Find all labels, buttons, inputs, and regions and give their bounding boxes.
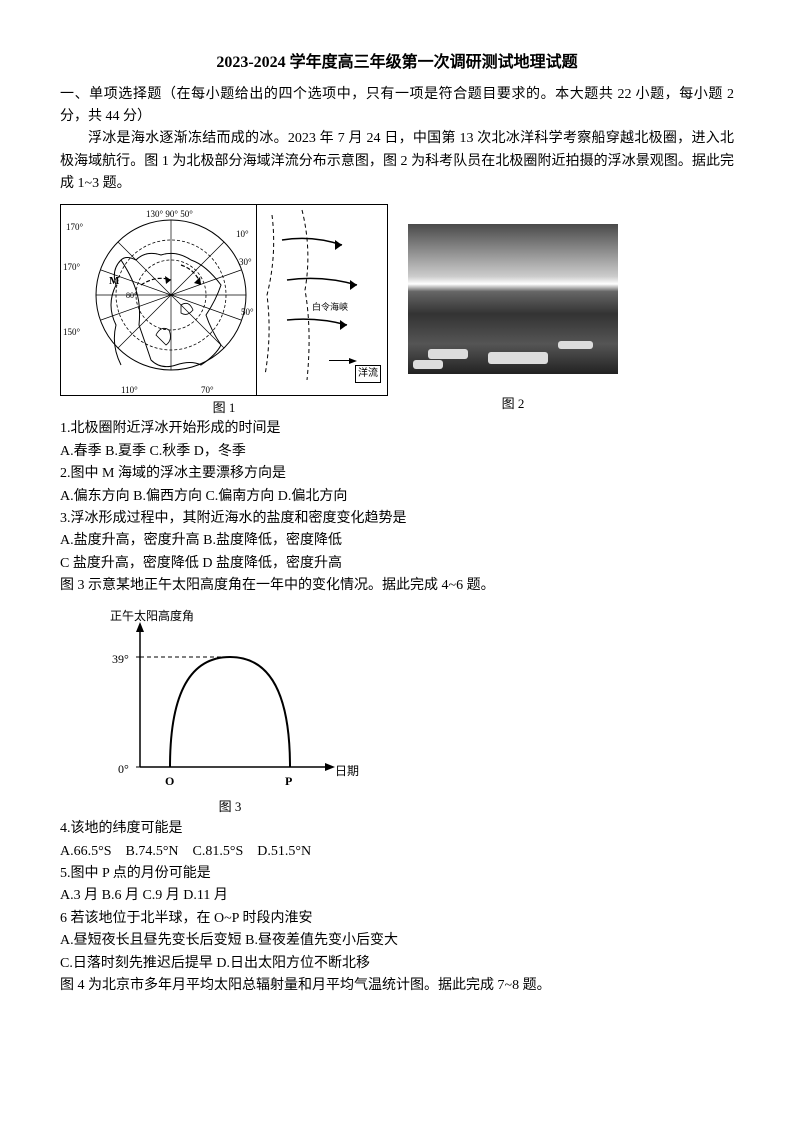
fig3-label: 图 3: [100, 797, 360, 818]
sun-angle-chart: 正午太阳高度角 39° 0° O P 日期: [100, 607, 360, 797]
legend-arrow-head: [349, 358, 357, 364]
current-diagram: 白令海峡 洋流: [256, 204, 388, 396]
passage-2: 图 3 示意某地正午太阳高度角在一年中的变化情况。据此完成 4~6 题。: [60, 575, 734, 597]
lon-170a: 170°: [66, 220, 83, 234]
q4-opts: A.66.5°S B.74.5°N C.81.5°S D.51.5°N: [60, 841, 734, 863]
ytick-0: 0°: [118, 760, 129, 779]
legend-arrow-line: [329, 360, 349, 362]
xtick-p: P: [285, 772, 292, 791]
q2-opts: A.偏东方向 B.偏西方向 C.偏南方向 D.偏北方向: [60, 486, 734, 508]
lat-50: 50°: [241, 305, 254, 319]
q4: 4.该地的纬度可能是: [60, 818, 734, 840]
lat-10: 10°: [236, 227, 249, 241]
xtick-o: O: [165, 772, 174, 791]
page-title: 2023-2024 学年度高三年级第一次调研测试地理试题: [60, 50, 734, 76]
lon-label-top: 130° 90° 50°: [146, 207, 193, 221]
q3-opts-a: A.盐度升高，密度升高 B.盐度降低，密度降低: [60, 530, 734, 552]
section-header: 一、单项选择题（在每小题给出的四个选项中，只有一项是符合题目要求的。本大题共 2…: [60, 84, 734, 129]
lon-150: 150°: [63, 325, 80, 339]
lat-30: 30°: [239, 255, 252, 269]
passage-3: 图 4 为北京市多年月平均太阳总辐射量和月平均气温统计图。据此完成 7~8 题。: [60, 975, 734, 997]
fig1-label: 图 1: [213, 398, 236, 419]
q6-opts-b: C.日落时刻先推迟后提早 D.日出太阳方位不断北移: [60, 953, 734, 975]
passage-1: 浮冰是海水逐渐冻结而成的冰。2023 年 7 月 24 日，中国第 13 次北冰…: [60, 128, 734, 195]
q2: 2.图中 M 海域的浮冰主要漂移方向是: [60, 463, 734, 485]
q5: 5.图中 P 点的月份可能是: [60, 863, 734, 885]
current-legend: 洋流: [355, 365, 381, 383]
q1-opts: A.春季 B.夏季 C.秋季 D，冬季: [60, 441, 734, 463]
figure-2-block: 图 2: [408, 204, 618, 415]
q6: 6 若该地位于北半球，在 O~P 时段内淮安: [60, 908, 734, 930]
q1: 1.北极圈附近浮冰开始形成的时间是: [60, 418, 734, 440]
q3-opts-b: C 盐度升高，密度降低 D 盐度降低，密度升高: [60, 553, 734, 575]
sea-label: 白令海峡: [312, 300, 348, 314]
figures-row-1: 130° 90° 50° 170° 170° 150° 110° 70° 10°…: [60, 204, 734, 419]
chart-ylabel: 正午太阳高度角: [110, 607, 194, 626]
chart-xlabel: 日期: [335, 762, 359, 781]
lon-110: 110°: [121, 383, 138, 397]
lon-170b: 170°: [63, 260, 80, 274]
ice-photo: [408, 224, 618, 374]
ytick-39: 39°: [112, 650, 129, 669]
lon-70: 70°: [201, 383, 214, 397]
q3: 3.浮冰形成过程中，其附近海水的盐度和密度变化趋势是: [60, 508, 734, 530]
fig2-label: 图 2: [502, 394, 525, 415]
arctic-map: 130° 90° 50° 170° 170° 150° 110° 70° 10°…: [60, 204, 257, 396]
m-label: M: [109, 273, 119, 291]
figure-1-block: 130° 90° 50° 170° 170° 150° 110° 70° 10°…: [60, 204, 388, 419]
lat80: 80°: [126, 290, 137, 303]
q5-opts: A.3 月 B.6 月 C.9 月 D.11 月: [60, 885, 734, 907]
q6-opts-a: A.昼短夜长且昼先变长后变短 B.昼夜差值先变小后变大: [60, 930, 734, 952]
